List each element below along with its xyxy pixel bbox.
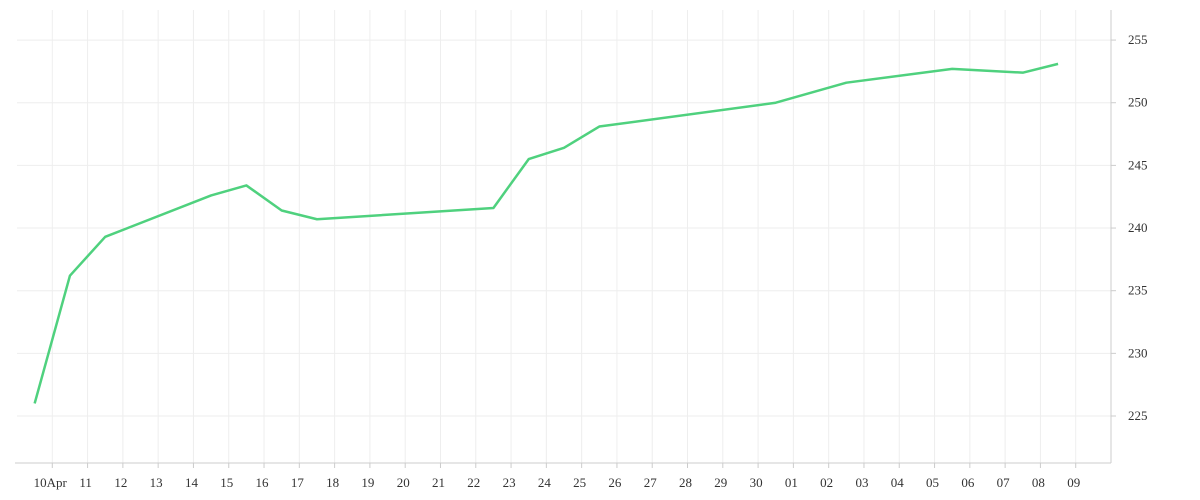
x-tick-label: 21 [432, 475, 445, 490]
x-tick-label: 15 [220, 475, 233, 490]
x-tick-label: 12 [114, 475, 127, 490]
x-tick-label: 27 [644, 475, 658, 490]
x-tick-label: 28 [679, 475, 692, 490]
x-tick-label: 20 [397, 475, 410, 490]
x-tick-label: 11 [79, 475, 92, 490]
x-tick-label: 01 [785, 475, 798, 490]
data-line [33, 62, 1059, 404]
x-tick-label: 30 [750, 475, 763, 490]
y-tick-label: 235 [1128, 283, 1148, 298]
x-tick-label: 26 [608, 475, 622, 490]
y-tick-label: 255 [1128, 32, 1148, 47]
x-tick-label: 22 [467, 475, 480, 490]
x-tick-label: 19 [361, 475, 374, 490]
y-tick-label: 225 [1128, 408, 1148, 423]
x-tick-label: 09 [1067, 475, 1080, 490]
x-tick-label: 03 [855, 475, 868, 490]
y-tick-label: 250 [1128, 95, 1148, 110]
y-tick-label: 230 [1128, 345, 1148, 360]
x-tick-label: 25 [573, 475, 586, 490]
y-tick-label: 240 [1128, 220, 1148, 235]
x-tick-label: 04 [891, 475, 905, 490]
x-tick-label: 10Apr [34, 475, 68, 490]
x-tick-label: 18 [326, 475, 339, 490]
x-tick-label: 08 [1032, 475, 1045, 490]
x-tick-label: 23 [503, 475, 516, 490]
x-tick-label: 17 [291, 475, 305, 490]
x-tick-label: 13 [150, 475, 163, 490]
x-tick-label: 29 [714, 475, 727, 490]
x-tick-label: 24 [538, 475, 552, 490]
x-tick-label: 06 [961, 475, 975, 490]
x-tick-label: 14 [185, 475, 199, 490]
x-tick-label: 05 [926, 475, 939, 490]
y-tick-label: 245 [1128, 157, 1148, 172]
x-tick-label: 02 [820, 475, 833, 490]
x-tick-label: 07 [997, 475, 1011, 490]
x-tick-label: 16 [256, 475, 270, 490]
